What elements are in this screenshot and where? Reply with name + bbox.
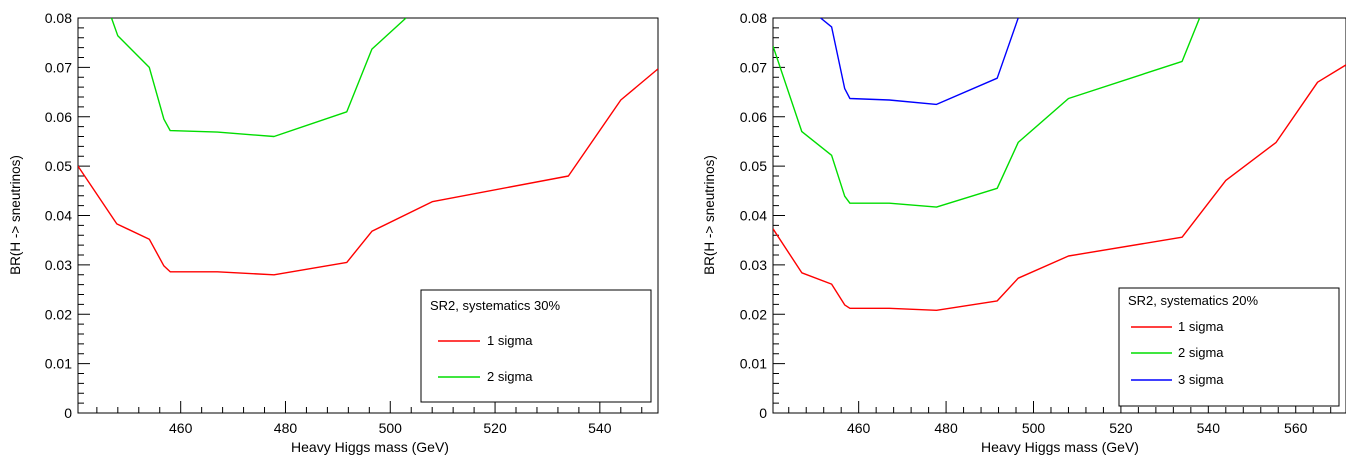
x-tick-labels: 460 480 500 520 540 <box>169 420 612 436</box>
y-axis-label: BR(H -> sneutrinos) <box>702 155 717 275</box>
legend: SR2, systematics 20% 1 sigma 2 sigma 3 s… <box>1118 287 1340 407</box>
legend-label-2-sigma: 2 sigma <box>487 369 533 384</box>
y-tick-label: 0.06 <box>740 109 767 125</box>
x-tick-label: 540 <box>1197 420 1221 436</box>
x-tick-label: 540 <box>588 420 612 436</box>
x-tick-label: 560 <box>1284 420 1308 436</box>
x-axis-label: Heavy Higgs mass (GeV) <box>291 439 449 455</box>
legend-box <box>1118 287 1340 407</box>
series-group <box>78 18 658 276</box>
x-tick-labels: 460 480 500 520 540 560 <box>847 420 1308 436</box>
y-axis-label: BR(H -> sneutrinos) <box>8 155 23 275</box>
y-tick-label: 0.06 <box>45 109 72 125</box>
series-line-1-sigma <box>78 68 658 276</box>
y-tick-labels: 0 0.01 0.02 0.03 0.04 0.05 0.06 0.07 0.08 <box>740 10 767 421</box>
y-tick-labels: 0 0.01 0.02 0.03 0.04 0.05 0.06 0.07 0.08 <box>45 10 72 421</box>
y-tick-label: 0.04 <box>45 208 72 224</box>
y-tick-label: 0.08 <box>740 10 767 26</box>
series-line-1-sigma <box>773 64 1346 311</box>
y-tick-label: 0.01 <box>45 356 72 372</box>
y-tick-label: 0.02 <box>45 306 72 322</box>
y-tick-label: 0 <box>759 405 767 421</box>
y-tick-label: 0.07 <box>740 59 767 75</box>
y-tick-label: 0.08 <box>45 10 72 26</box>
x-tick-label: 500 <box>379 420 403 436</box>
tick-marks <box>78 17 643 414</box>
x-tick-label: 500 <box>1022 420 1046 436</box>
chart-panel-left: 0 0.01 0.02 0.03 0.04 0.05 0.06 0.07 0.08 460 480… <box>8 10 659 455</box>
y-tick-label: 0 <box>64 405 72 421</box>
legend-label-1-sigma: 1 sigma <box>487 333 533 348</box>
legend-title: SR2, systematics 20% <box>1128 293 1258 308</box>
legend-box <box>420 289 652 403</box>
series-line-2-sigma <box>773 18 1201 208</box>
y-tick-label: 0.07 <box>45 59 72 75</box>
series-line-3-sigma <box>820 18 1019 106</box>
y-tick-label: 0.03 <box>45 257 72 273</box>
tick-marks <box>773 17 1332 414</box>
y-tick-label: 0.03 <box>740 257 767 273</box>
x-tick-label: 520 <box>1109 420 1133 436</box>
y-tick-label: 0.05 <box>740 158 767 174</box>
series-group <box>773 18 1346 311</box>
y-tick-label: 0.01 <box>740 356 767 372</box>
legend-label-1-sigma: 1 sigma <box>1178 319 1224 334</box>
legend-label-3-sigma: 3 sigma <box>1178 372 1224 387</box>
x-tick-label: 480 <box>274 420 298 436</box>
x-tick-label: 480 <box>934 420 958 436</box>
y-tick-label: 0.04 <box>740 208 767 224</box>
legend-label-2-sigma: 2 sigma <box>1178 345 1224 360</box>
x-axis-label: Heavy Higgs mass (GeV) <box>981 439 1139 455</box>
x-tick-label: 460 <box>847 420 871 436</box>
x-tick-label: 460 <box>169 420 193 436</box>
legend-title: SR2, systematics 30% <box>430 298 560 313</box>
y-tick-label: 0.05 <box>45 158 72 174</box>
chart-panel-right: 0 0.01 0.02 0.03 0.04 0.05 0.06 0.07 0.08 460 480… <box>702 10 1346 455</box>
series-line-2-sigma <box>110 18 407 138</box>
x-tick-label: 520 <box>483 420 507 436</box>
y-tick-label: 0.02 <box>740 306 767 322</box>
legend: SR2, systematics 30% 1 sigma 2 sigma <box>420 289 652 403</box>
